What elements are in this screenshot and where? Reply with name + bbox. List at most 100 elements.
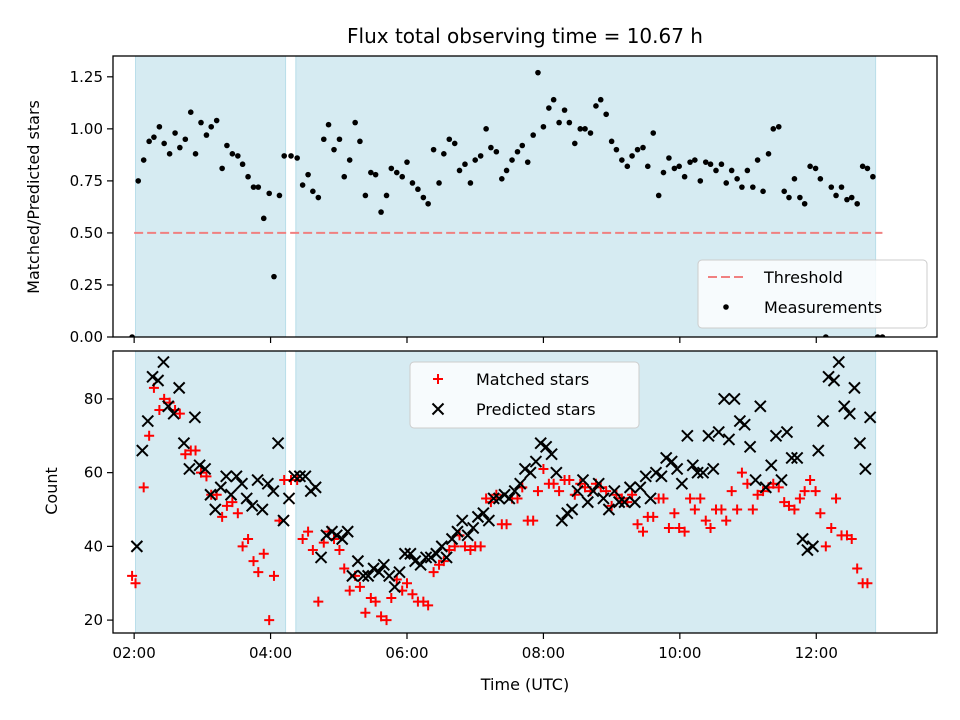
matched-stars-point bbox=[726, 486, 737, 497]
measurement-point bbox=[713, 167, 719, 174]
measurement-point bbox=[561, 107, 568, 113]
predicted-stars-point bbox=[827, 374, 841, 387]
predicted-stars-point bbox=[639, 470, 652, 483]
measurement-point bbox=[734, 176, 740, 182]
predicted-stars-point bbox=[224, 488, 238, 501]
matched-stars-point bbox=[689, 504, 700, 515]
predicted-stars-point bbox=[198, 462, 212, 476]
measurement-point bbox=[760, 188, 766, 195]
predicted-stars-point bbox=[393, 565, 406, 579]
measurement-point bbox=[146, 138, 152, 145]
matched-stars-point bbox=[721, 515, 732, 526]
predicted-stars-point bbox=[655, 470, 668, 483]
measurement-point bbox=[271, 273, 277, 280]
measurement-point bbox=[608, 138, 615, 145]
matched-stars-point bbox=[201, 471, 212, 482]
matched-stars-point bbox=[401, 578, 412, 589]
predicted-stars-point bbox=[471, 510, 485, 524]
measurement-point bbox=[750, 184, 756, 190]
predicted-stars-point bbox=[314, 551, 328, 564]
measurement-point bbox=[239, 161, 246, 168]
matched-stars-point bbox=[826, 522, 837, 533]
measurement-point bbox=[245, 173, 251, 180]
predicted-stars-point bbox=[282, 492, 296, 505]
measurement-point bbox=[425, 200, 431, 207]
predicted-stars-point bbox=[335, 532, 349, 546]
y-tick-label: 20 bbox=[84, 611, 103, 629]
measurement-point bbox=[681, 173, 688, 180]
measurement-point bbox=[770, 126, 777, 132]
measurement-point bbox=[577, 126, 584, 132]
matched-stars-point bbox=[381, 615, 392, 626]
measurement-point bbox=[556, 119, 562, 126]
matched-stars-point bbox=[227, 497, 238, 508]
measurement-point bbox=[436, 180, 442, 186]
legend-matched-handle bbox=[433, 374, 443, 384]
predicted-stars-point bbox=[623, 481, 637, 494]
measurement-point bbox=[781, 188, 788, 195]
predicted-stars-point bbox=[503, 492, 516, 505]
legend-box bbox=[697, 259, 928, 329]
measurement-point bbox=[828, 184, 835, 190]
matched-stars-point bbox=[423, 600, 434, 611]
measurement-point bbox=[393, 169, 400, 176]
matched-stars-point bbox=[501, 519, 512, 530]
matched-stars-point bbox=[258, 548, 269, 559]
x-axis-label: Time (UTC) bbox=[480, 675, 569, 694]
matched-stars-point bbox=[658, 493, 669, 504]
matched-stars-point bbox=[554, 486, 565, 497]
measurement-point bbox=[213, 117, 220, 124]
matched-stars-point bbox=[248, 556, 259, 567]
measurement-point bbox=[613, 146, 620, 153]
measurement-point bbox=[430, 146, 437, 153]
predicted-stars-point bbox=[634, 481, 647, 494]
predicted-stars-point bbox=[649, 466, 663, 479]
matched-stars-point bbox=[174, 408, 185, 419]
measurement-point bbox=[593, 103, 599, 109]
matched-stars-point bbox=[127, 570, 138, 581]
predicted-stars-point bbox=[309, 481, 322, 494]
measurement-point bbox=[634, 146, 641, 153]
matched-stars-point bbox=[264, 615, 275, 626]
predicted-stars-point bbox=[859, 462, 872, 476]
matched-stars-point bbox=[459, 541, 470, 552]
measurement-point bbox=[368, 169, 374, 176]
measurement-point bbox=[879, 334, 886, 337]
measurement-point bbox=[451, 140, 458, 147]
measurement-point bbox=[687, 159, 693, 165]
predicted-stars-point bbox=[430, 547, 443, 560]
measurement-point bbox=[864, 165, 871, 172]
matched-stars-point bbox=[144, 430, 155, 441]
measurement-point bbox=[765, 151, 772, 157]
measurement-point bbox=[655, 192, 662, 199]
matched-stars-point bbox=[407, 589, 418, 600]
legend-predicted-handle bbox=[431, 402, 445, 416]
measurement-point bbox=[172, 130, 178, 136]
measurement-point bbox=[320, 136, 327, 143]
predicted-stars-point bbox=[659, 451, 673, 465]
predicted-stars-point bbox=[299, 470, 312, 483]
measurement-point bbox=[519, 142, 526, 149]
measurement-point bbox=[441, 151, 447, 157]
predicted-stars-point bbox=[628, 495, 642, 509]
measurement-point bbox=[650, 130, 657, 136]
top-ylabel: Matched/Predicted stars bbox=[24, 100, 43, 294]
measurement-point bbox=[550, 96, 557, 103]
y-tick-label: 1.25 bbox=[70, 68, 103, 86]
predicted-stars-point bbox=[665, 455, 678, 468]
measurement-point bbox=[540, 123, 547, 130]
measurement-point bbox=[192, 151, 199, 157]
matched-stars-point bbox=[564, 475, 575, 486]
predicted-stars-point bbox=[717, 392, 731, 406]
measurement-point bbox=[603, 111, 609, 118]
y-tick-label: 80 bbox=[84, 390, 103, 408]
measurement-point bbox=[582, 126, 588, 132]
measurement-point bbox=[640, 144, 646, 151]
predicted-stars-point bbox=[565, 503, 579, 516]
predicted-stars-point bbox=[508, 484, 521, 498]
measurement-point bbox=[182, 136, 189, 143]
predicted-stars-point bbox=[245, 499, 259, 513]
predicted-stars-point bbox=[790, 451, 804, 465]
predicted-stars-point bbox=[330, 529, 343, 542]
